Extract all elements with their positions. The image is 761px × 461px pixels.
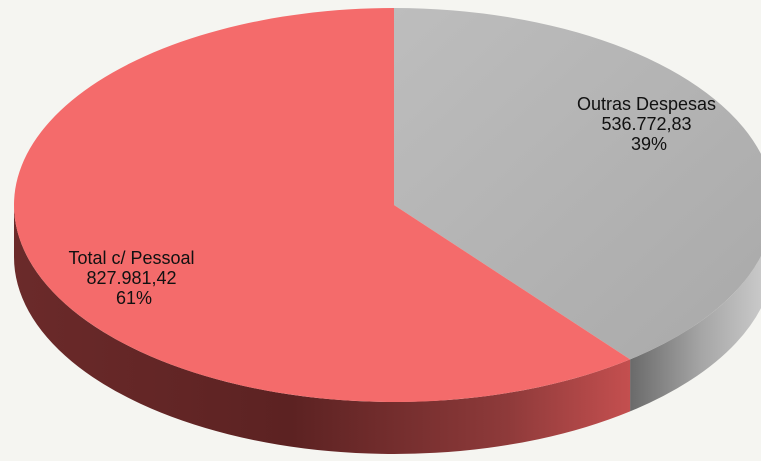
pie-side-total-pessoal	[14, 205, 631, 455]
slice-name-outras-despesas: Outras Despesas	[577, 94, 716, 114]
pie-tops	[14, 8, 761, 402]
slice-label-total-pessoal: Total c/ Pessoal 827.981,42 61%	[68, 248, 199, 308]
pie-slice-total-pessoal	[14, 8, 631, 402]
slice-percent-total-pessoal: 61%	[116, 288, 152, 308]
pie-side-outras-despesas	[630, 255, 761, 412]
slice-value-outras-despesas: 536.772,83	[601, 114, 691, 134]
slice-percent-outras-despesas: 39%	[631, 134, 667, 154]
slice-value-total-pessoal: 827.981,42	[86, 268, 176, 288]
slice-name-total-pessoal: Total c/ Pessoal	[68, 248, 194, 268]
slice-label-outras-despesas: Outras Despesas 536.772,83 39%	[577, 94, 721, 154]
pie-slice-outras-despesas	[394, 8, 761, 360]
pie-sides	[14, 205, 761, 455]
